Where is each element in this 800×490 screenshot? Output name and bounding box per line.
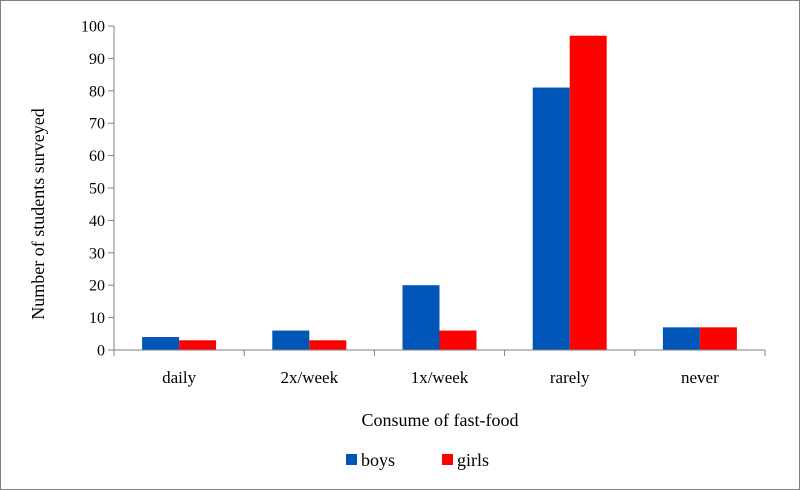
bar-boys	[142, 337, 180, 350]
category-labels: daily 2x/week 1x/week rarely never	[162, 368, 719, 387]
bars	[142, 35, 737, 350]
legend: boys girls	[346, 450, 489, 470]
legend-swatch-girls	[442, 454, 453, 465]
y-tick-label: 40	[89, 213, 105, 230]
category-label: 1x/week	[411, 368, 469, 387]
category-label: never	[681, 368, 719, 387]
category-label: 2x/week	[281, 368, 339, 387]
x-axis-title: Consume of fast-food	[362, 410, 519, 430]
bar-boys	[662, 327, 700, 350]
bar-boys	[532, 87, 570, 350]
y-tick-label: 20	[89, 278, 105, 295]
bar-girls	[309, 340, 347, 350]
y-tick-label: 50	[89, 181, 105, 198]
category-label: rarely	[550, 368, 590, 387]
y-tick-label: 70	[89, 116, 105, 133]
bar-girls	[699, 327, 737, 350]
legend-swatch-boys	[346, 454, 357, 465]
y-tick-label: 100	[81, 19, 105, 36]
y-tick-label: 60	[89, 148, 105, 165]
legend-label-boys: boys	[361, 450, 395, 470]
bar-boys	[272, 330, 310, 350]
x-axis-ticks	[113, 350, 766, 356]
y-tick-label: 10	[89, 310, 105, 327]
y-tick-label: 30	[89, 245, 105, 262]
y-tick-label: 80	[89, 83, 105, 100]
bar-girls	[179, 340, 217, 350]
legend-label-girls: girls	[457, 450, 489, 470]
y-tick-label: 90	[89, 51, 105, 68]
bar-boys	[402, 285, 440, 350]
bar-girls	[439, 330, 477, 350]
y-tick-label: 0	[97, 343, 105, 360]
y-axis-ticks: 0 10 20 30 40 50 60 70 80 90 100	[81, 19, 114, 360]
category-label: daily	[162, 368, 196, 387]
bar-girls	[569, 35, 607, 350]
y-axis-title: Number of students surveyed	[28, 108, 48, 319]
